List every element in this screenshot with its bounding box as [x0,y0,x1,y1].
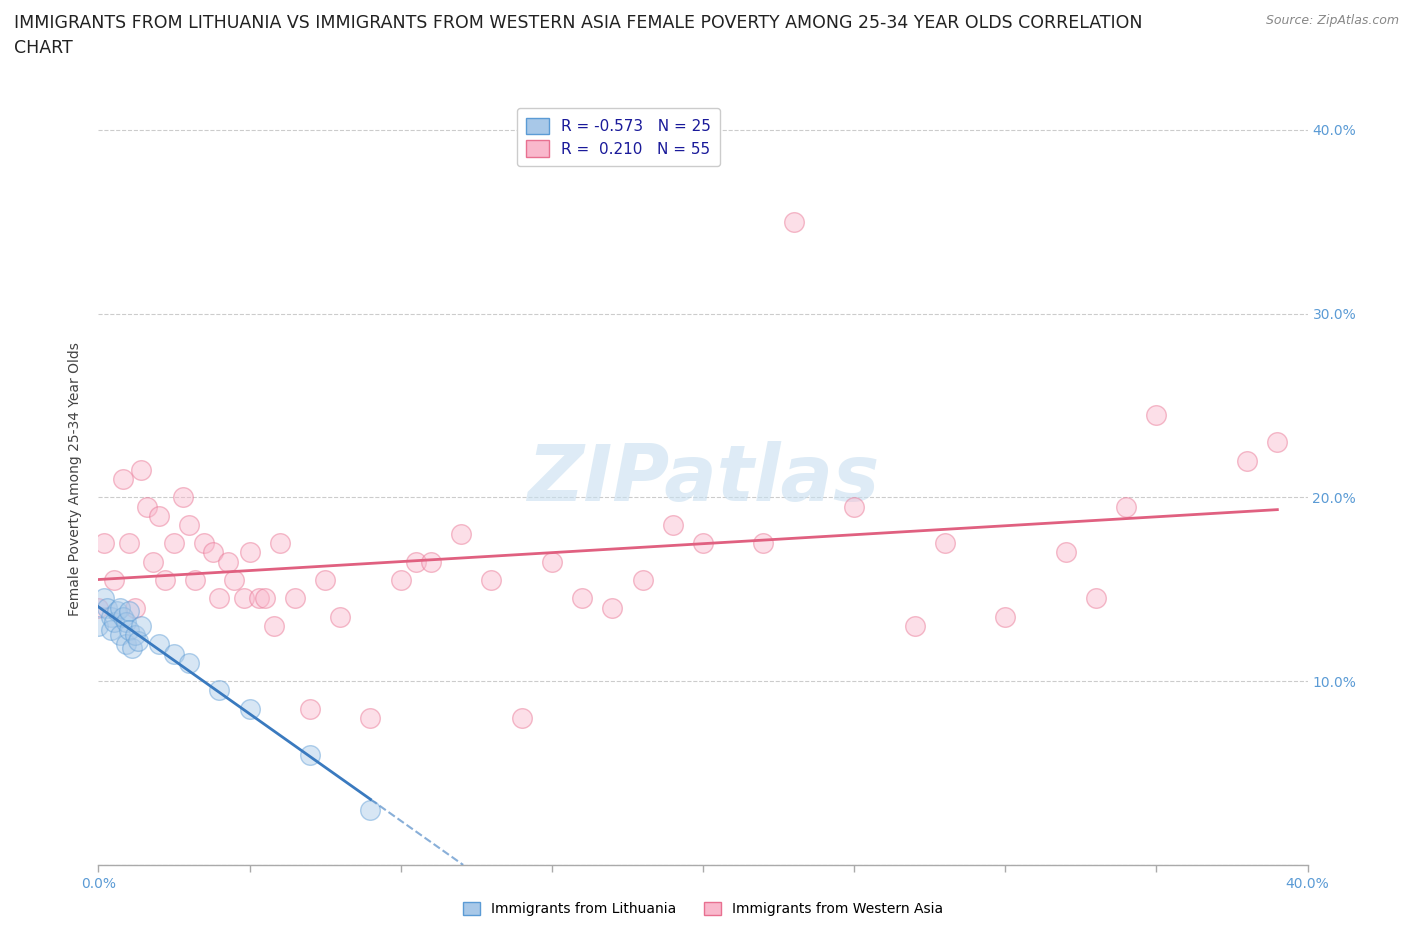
Point [111,472,134,486]
Point [269,536,291,551]
Point [114,637,136,652]
Point [108,628,131,643]
Point [314,573,336,588]
Point [208,591,231,605]
Point [405,554,427,569]
Point [179,656,201,671]
Point [994,609,1017,624]
Point [752,536,775,551]
Point [153,573,176,588]
Point [118,536,141,551]
Point [631,573,654,588]
Point [105,604,128,618]
Point [184,573,207,588]
Point [904,618,927,633]
Point [844,499,866,514]
Point [299,701,322,716]
Point [360,711,382,725]
Point [783,214,806,229]
Point [129,462,152,477]
Legend: Immigrants from Lithuania, Immigrants from Western Asia: Immigrants from Lithuania, Immigrants fr… [456,896,950,923]
Point [329,609,352,624]
Point [253,591,276,605]
Point [118,604,141,618]
Point [1236,453,1258,468]
Point [193,536,215,551]
Point [247,591,270,605]
Point [217,554,239,569]
Point [103,615,125,630]
Point [239,545,262,560]
Text: Source: ZipAtlas.com: Source: ZipAtlas.com [1265,14,1399,27]
Text: CHART: CHART [14,39,73,57]
Point [148,637,170,652]
Point [129,618,152,633]
Text: ZIPatlas: ZIPatlas [527,441,879,517]
Point [135,499,157,514]
Point [661,517,683,532]
Point [263,618,285,633]
Point [389,573,412,588]
Point [87,618,110,633]
Point [450,526,472,541]
Point [299,747,322,762]
Point [114,615,136,630]
Point [481,573,503,588]
Point [163,646,186,661]
Point [163,536,186,551]
Point [118,622,141,637]
Point [239,701,262,716]
Point [100,622,122,637]
Point [127,633,149,648]
Point [1085,591,1108,605]
Point [224,573,246,588]
Point [108,600,131,615]
Point [232,591,254,605]
Point [420,554,443,569]
Point [1115,499,1137,514]
Point [692,536,714,551]
Point [142,554,165,569]
Point [96,600,118,615]
Y-axis label: Female Poverty Among 25-34 Year Olds: Female Poverty Among 25-34 Year Olds [69,342,83,616]
Point [100,609,122,624]
Point [103,573,125,588]
Point [124,600,146,615]
Point [148,509,170,524]
Point [360,803,382,817]
Point [1144,407,1167,422]
Point [208,683,231,698]
Point [179,517,201,532]
Point [93,536,115,551]
Point [124,628,146,643]
Point [87,600,110,615]
Point [1267,434,1289,449]
Point [284,591,307,605]
Point [93,591,115,605]
Point [571,591,593,605]
Point [172,490,194,505]
Point [510,711,533,725]
Point [934,536,956,551]
Point [602,600,624,615]
Legend: R = -0.573   N = 25, R =  0.210   N = 55: R = -0.573 N = 25, R = 0.210 N = 55 [516,109,720,166]
Point [202,545,225,560]
Point [111,609,134,624]
Text: IMMIGRANTS FROM LITHUANIA VS IMMIGRANTS FROM WESTERN ASIA FEMALE POVERTY AMONG 2: IMMIGRANTS FROM LITHUANIA VS IMMIGRANTS … [14,14,1143,32]
Point [540,554,562,569]
Point [1054,545,1077,560]
Point [121,641,143,656]
